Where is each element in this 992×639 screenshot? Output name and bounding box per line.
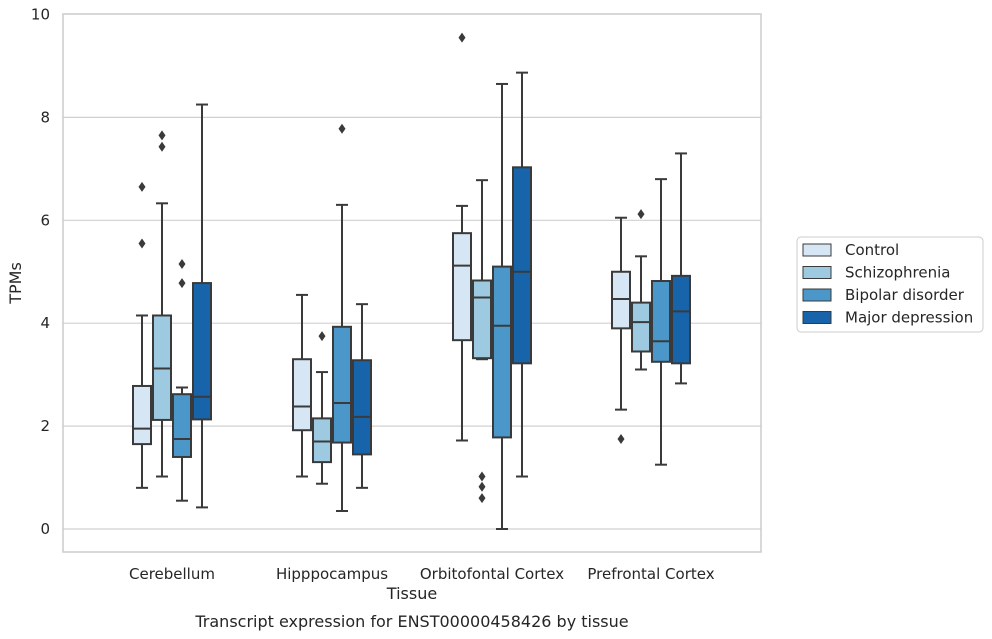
box-control-1	[292, 293, 312, 478]
outlier-point	[478, 493, 486, 504]
outlier-point	[178, 278, 186, 289]
box-iqr	[631, 301, 651, 353]
box-major-depression-1	[352, 303, 372, 489]
box-iqr	[172, 393, 192, 458]
outlier-point	[318, 331, 326, 342]
outlier-point	[617, 433, 625, 444]
x-tick-label: Hipppocampus	[276, 565, 388, 583]
box-iqr	[671, 274, 691, 365]
box-control-2	[452, 32, 472, 442]
y-tick-label: 6	[40, 211, 50, 229]
y-tick-label: 2	[40, 417, 50, 435]
box-iqr	[352, 359, 372, 456]
box-iqr	[492, 265, 512, 439]
y-tick-labels: 0 2 4 6 8 10	[31, 6, 50, 539]
boxes	[132, 32, 691, 530]
box-bipolar-disorder-3	[651, 178, 671, 466]
box-bipolar-disorder-0	[172, 259, 192, 502]
outlier-point	[158, 141, 166, 152]
x-tick-label: Orbitofontal Cortex	[420, 565, 564, 583]
legend-swatch	[802, 266, 832, 279]
outlier-point	[458, 32, 466, 43]
legend-entry-label: Control	[845, 241, 899, 259]
x-tick-label: Prefrontal Cortex	[587, 565, 714, 583]
box-major-depression-0	[192, 103, 212, 509]
outlier-point	[478, 481, 486, 492]
box-iqr	[472, 279, 492, 360]
outlier-point	[178, 259, 186, 270]
box-iqr	[611, 270, 631, 330]
box-schizophrenia-2	[472, 179, 492, 504]
x-axis-label: Tissue	[386, 584, 437, 603]
x-tick-label: Cerebellum	[129, 565, 215, 583]
box-schizophrenia-1	[312, 331, 332, 485]
box-iqr	[512, 166, 532, 365]
y-tick-label: 4	[40, 314, 50, 332]
box-iqr	[332, 325, 352, 444]
outlier-point	[138, 238, 146, 249]
outlier-point	[158, 130, 166, 141]
outlier-point	[478, 471, 486, 482]
outlier-point	[637, 209, 645, 220]
box-major-depression-2	[512, 71, 532, 478]
box-iqr	[651, 280, 671, 363]
legend-frame	[796, 236, 984, 333]
outlier-point	[338, 123, 346, 134]
legend-entry-label: Bipolar disorder	[845, 286, 965, 304]
box-major-depression-3	[671, 152, 691, 385]
box-iqr	[292, 358, 312, 432]
y-tick-label: 8	[40, 108, 50, 126]
box-iqr	[312, 417, 332, 464]
box-iqr	[192, 282, 212, 421]
y-axis-label: TPMs	[6, 262, 25, 305]
x-tick-labels: Cerebellum Hipppocampus Orbitofontal Corte…	[129, 565, 715, 583]
box-control-3	[611, 216, 631, 444]
box-bipolar-disorder-1	[332, 123, 352, 512]
legend: Control Schizophrenia Bipolar disorder Majo…	[796, 236, 984, 333]
box-control-0	[132, 181, 152, 489]
box-iqr	[132, 384, 152, 446]
box-iqr	[452, 232, 472, 342]
plot-frame	[62, 13, 762, 553]
legend-swatch	[802, 311, 832, 324]
y-tick-label: 0	[40, 520, 50, 538]
outlier-point	[138, 181, 146, 192]
chart-caption: Transcript expression for ENST0000045842…	[194, 612, 628, 631]
box-schizophrenia-0	[152, 130, 172, 478]
legend-swatch	[802, 243, 832, 257]
y-tick-label: 10	[31, 6, 50, 24]
legend-entry-label: Major depression	[845, 309, 973, 327]
box-bipolar-disorder-2	[492, 82, 512, 530]
legend-swatch	[802, 288, 832, 302]
legend-entry-label: Schizophrenia	[845, 264, 950, 282]
box-schizophrenia-3	[631, 209, 651, 371]
